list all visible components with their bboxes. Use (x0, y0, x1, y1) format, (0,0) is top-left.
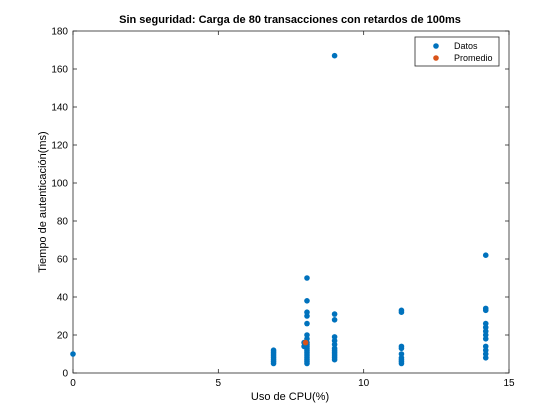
x-tick-label: 15 (503, 378, 515, 389)
y-axis-label: Tiempo de autenticación(ms) (37, 131, 49, 272)
x-axis-label: Uso de CPU(%) (251, 391, 329, 403)
datos-point (483, 308, 489, 314)
x-tick-label: 5 (216, 378, 222, 389)
datos-point (304, 313, 310, 319)
datos-point (399, 361, 405, 367)
datos-point (304, 361, 310, 367)
y-tick-label: 140 (51, 103, 68, 114)
legend: Datos Promedio (415, 37, 499, 66)
datos-point (332, 53, 338, 59)
datos-point (304, 321, 310, 327)
plot-area (73, 31, 509, 373)
x-tick-label: 0 (70, 378, 76, 389)
y-tick-label: 60 (57, 255, 69, 266)
datos-point (399, 346, 405, 352)
promedio-point (303, 340, 309, 346)
legend-label-datos: Datos (454, 41, 478, 51)
datos-point (304, 298, 310, 304)
y-tick-label: 100 (51, 179, 68, 190)
datos-point (483, 355, 489, 361)
chart-title: Sin seguridad: Carga de 80 transacciones… (119, 14, 461, 26)
y-tick-label: 20 (57, 331, 69, 342)
legend-marker-promedio (433, 55, 439, 61)
y-tick-label: 40 (57, 293, 69, 304)
datos-point (483, 336, 489, 342)
legend-label-promedio: Promedio (454, 53, 493, 63)
datos-point (332, 317, 338, 323)
y-tick-label: 120 (51, 141, 68, 152)
datos-point (399, 309, 405, 315)
datos-point (332, 311, 338, 317)
y-tick-label: 160 (51, 65, 68, 76)
y-tick-label: 0 (62, 369, 68, 380)
datos-point (483, 252, 489, 258)
datos-point (332, 357, 338, 363)
x-tick-label: 10 (358, 378, 370, 389)
datos-point (304, 275, 310, 281)
legend-marker-datos (433, 43, 439, 49)
plot-frame (73, 31, 509, 373)
datos-point (271, 347, 277, 353)
y-tick-label: 80 (57, 217, 69, 228)
y-tick-label: 180 (51, 27, 68, 38)
datos-point (70, 351, 76, 357)
